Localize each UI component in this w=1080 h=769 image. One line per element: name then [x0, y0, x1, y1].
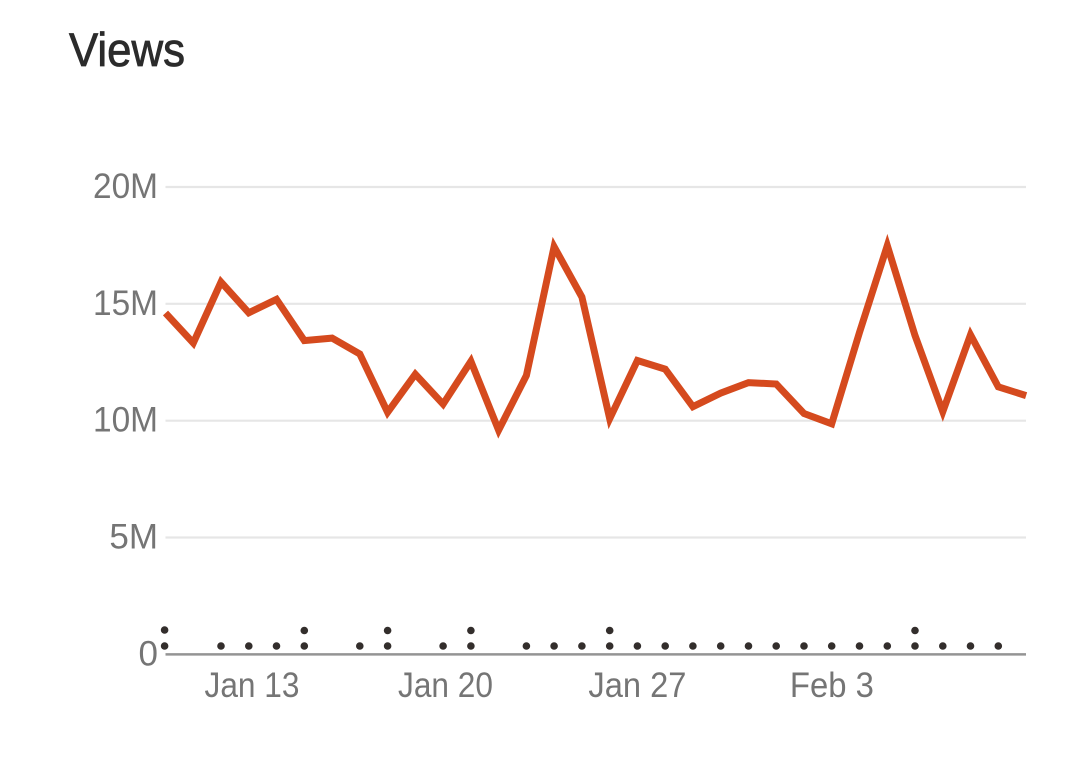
- svg-text:20M: 20M: [93, 167, 158, 206]
- svg-text:10M: 10M: [93, 401, 158, 440]
- svg-text:5M: 5M: [109, 518, 158, 557]
- svg-text:Feb 3: Feb 3: [790, 666, 874, 705]
- svg-text:Jan 27: Jan 27: [588, 666, 686, 705]
- svg-text:15M: 15M: [93, 284, 158, 323]
- svg-text:Jan 20: Jan 20: [398, 666, 493, 705]
- svg-text:Jan 13: Jan 13: [205, 666, 300, 705]
- svg-text:Views: Views: [69, 23, 185, 76]
- svg-text:0: 0: [139, 635, 158, 674]
